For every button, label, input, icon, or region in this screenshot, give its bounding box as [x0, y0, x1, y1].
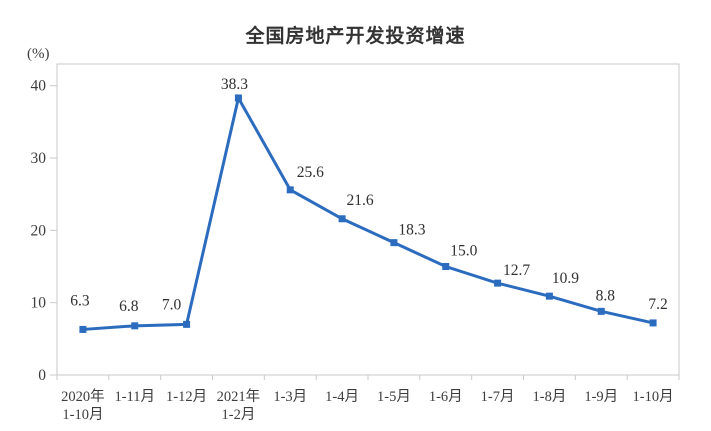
plot-border — [56, 63, 680, 376]
y-tick-label: 30 — [31, 150, 47, 167]
data-point — [183, 320, 191, 328]
x-tick-label: 1-7月 — [481, 389, 515, 405]
x-tick-label: 1-10月 — [633, 389, 674, 405]
y-axis-unit-label: (%) — [27, 46, 50, 62]
y-tick-label: 0 — [38, 367, 46, 384]
data-point — [649, 319, 657, 327]
data-point — [338, 215, 346, 223]
data-point — [390, 239, 398, 247]
data-value-label: 21.6 — [347, 192, 374, 209]
data-point — [79, 325, 87, 333]
data-point — [131, 322, 139, 330]
x-tick-label: 1-8月 — [532, 389, 566, 405]
x-tick-label: 2021年 1-2月 — [217, 388, 261, 423]
data-point — [545, 292, 553, 300]
data-value-label: 6.3 — [70, 292, 90, 309]
data-line — [81, 93, 655, 331]
y-tick-label: 20 — [31, 222, 47, 239]
x-tick-label: 1-3月 — [273, 389, 307, 405]
data-value-label: 25.6 — [297, 164, 324, 181]
data-value-label: 38.3 — [221, 76, 248, 93]
data-value-label: 15.0 — [450, 243, 477, 260]
data-value-label: 18.3 — [398, 222, 425, 239]
data-value-label: 6.8 — [119, 298, 139, 315]
data-value-label: 8.8 — [596, 287, 616, 304]
x-tick-label: 1-5月 — [377, 389, 411, 405]
x-tick-label: 1-6月 — [429, 389, 463, 405]
y-tick-label: 40 — [31, 78, 47, 95]
x-tick-label: 1-9月 — [584, 389, 618, 405]
data-value-label: 7.0 — [162, 296, 182, 313]
data-point — [234, 94, 242, 102]
x-tick-label: 2020年 1-10月 — [61, 388, 105, 423]
chart-title: 全国房地产开发投资增速 — [245, 26, 466, 47]
x-tick-label: 1-12月 — [166, 389, 207, 405]
data-point — [286, 186, 294, 194]
y-tick-label: 10 — [31, 295, 47, 312]
data-point — [442, 263, 450, 271]
data-point — [494, 279, 502, 287]
data-value-label: 12.7 — [503, 262, 530, 279]
data-point — [597, 307, 605, 315]
data-value-label: 7.2 — [648, 296, 667, 313]
x-tick-label: 1-4月 — [325, 389, 359, 405]
data-value-label: 10.9 — [552, 270, 579, 287]
x-tick-label: 1-11月 — [114, 389, 155, 405]
